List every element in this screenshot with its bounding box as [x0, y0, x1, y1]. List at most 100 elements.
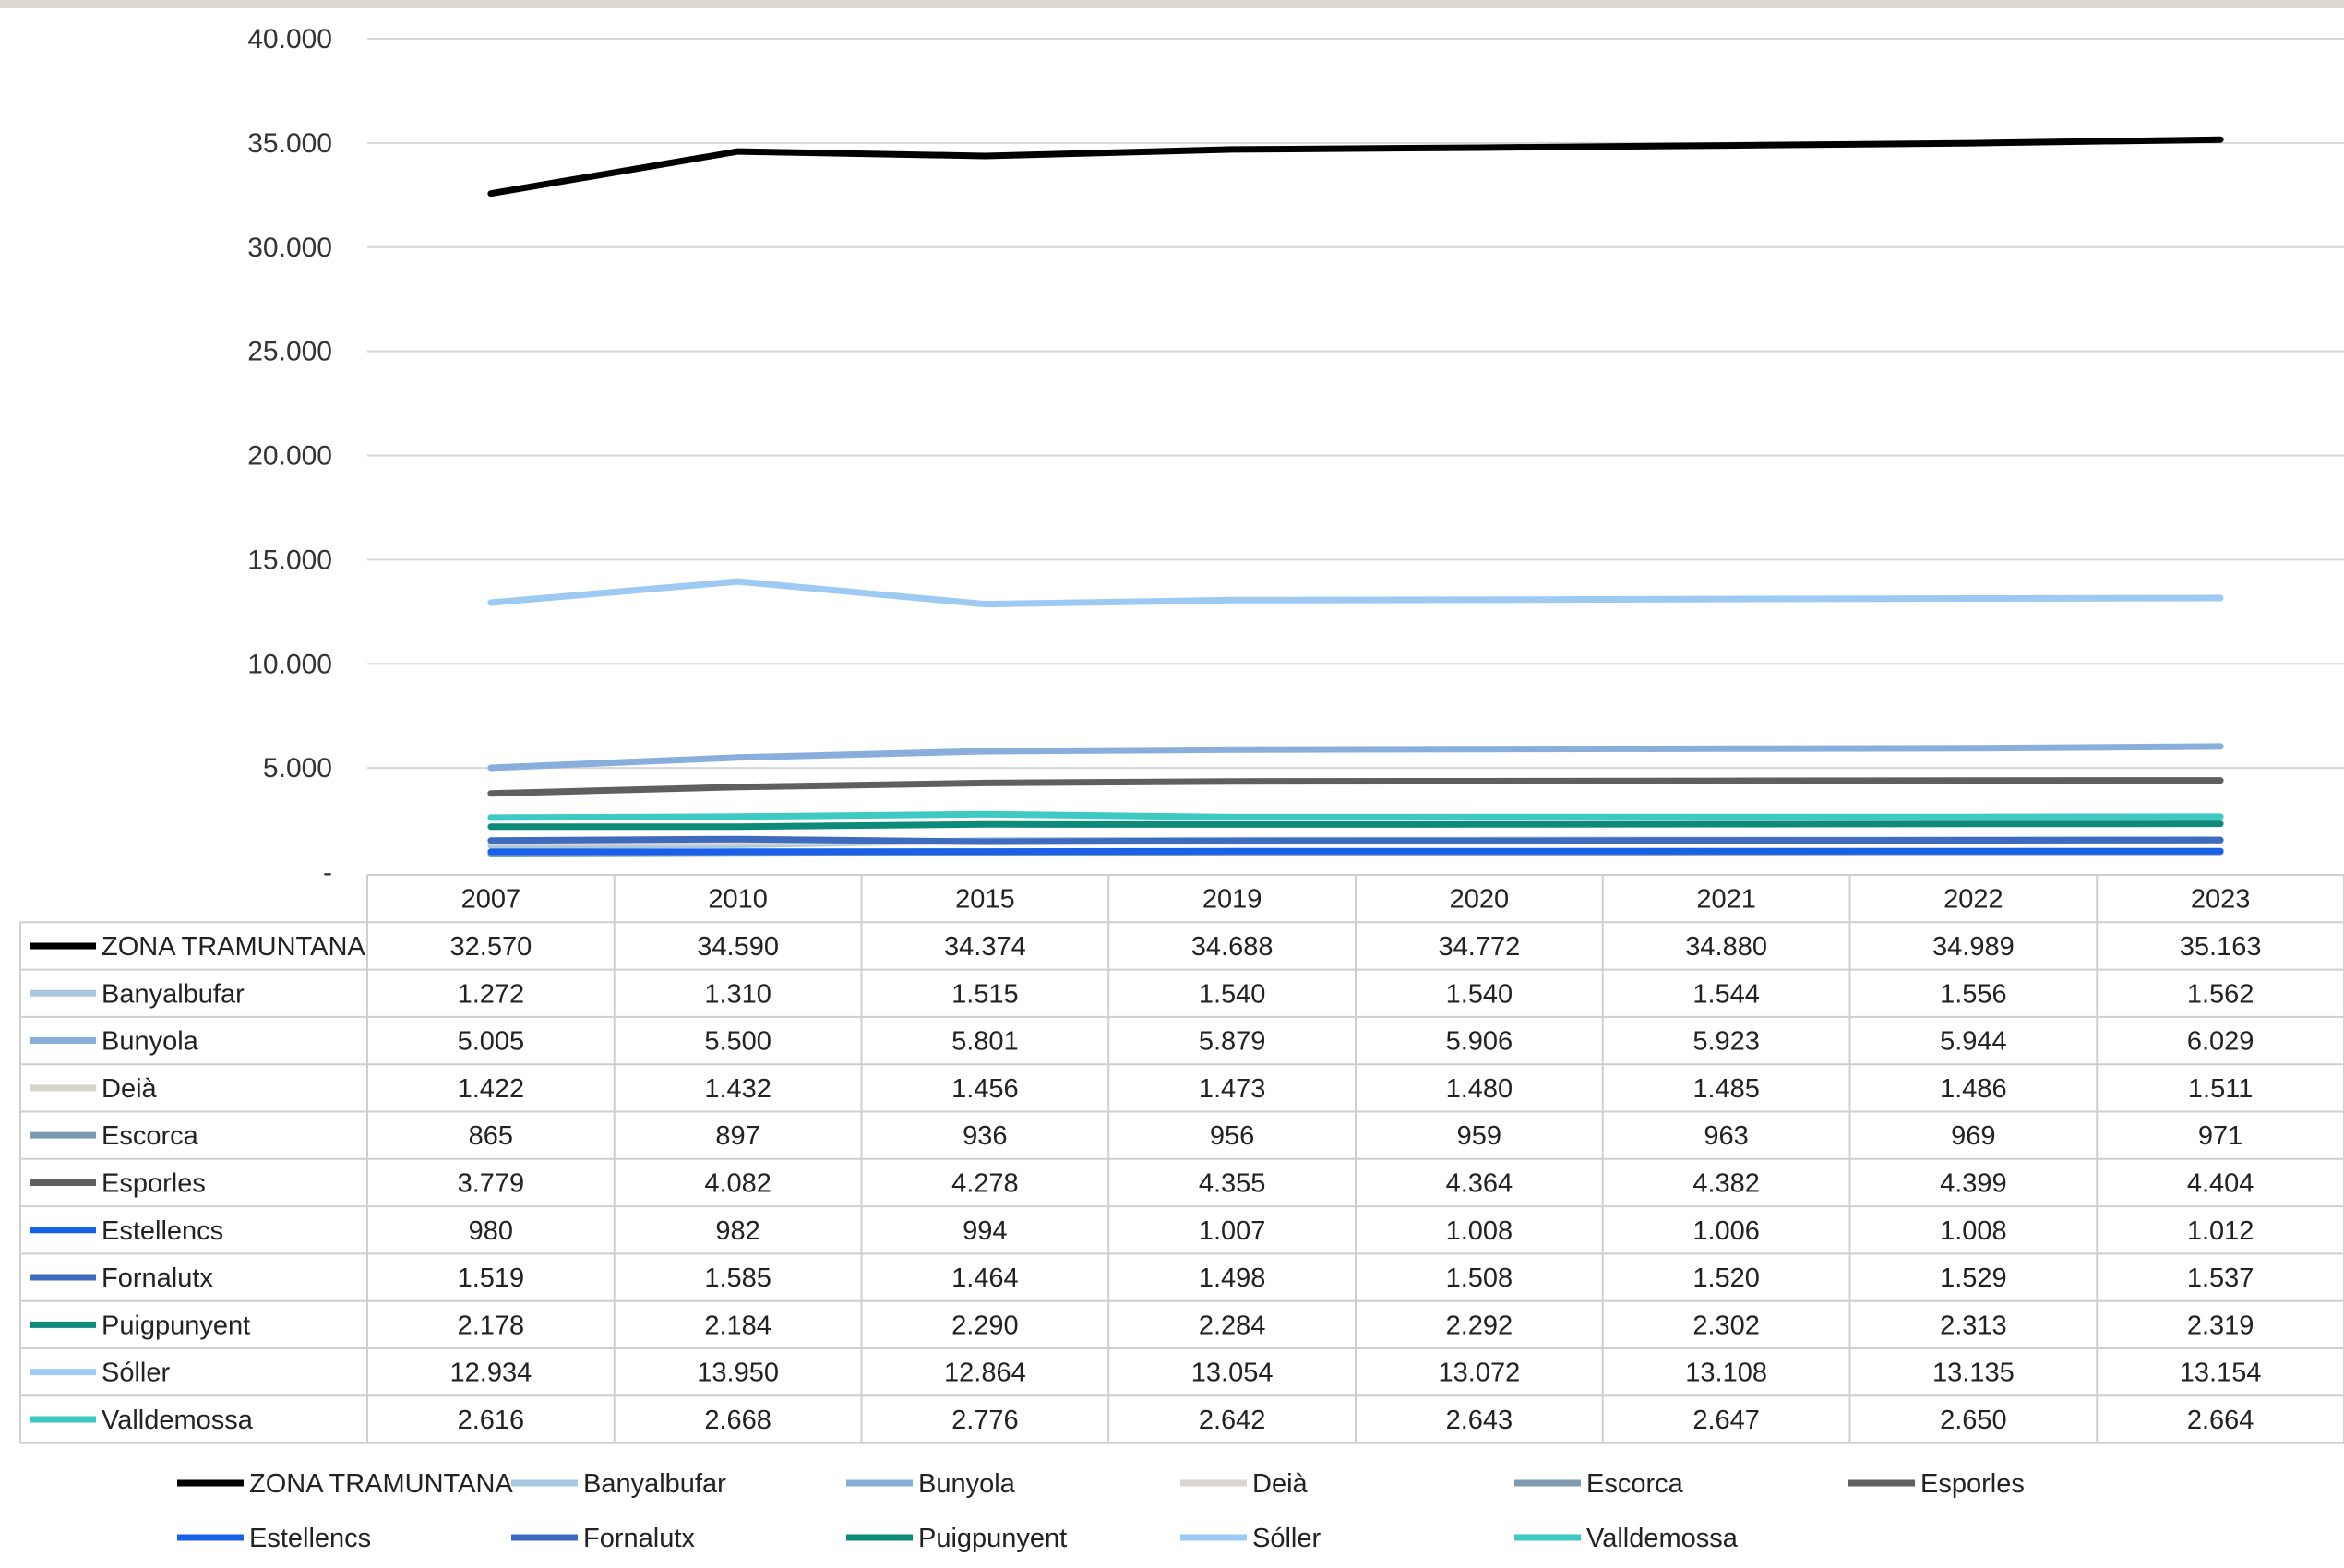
- data-cell-value: 2.616: [458, 1406, 525, 1435]
- data-cell-value: 4.399: [1940, 1168, 2007, 1198]
- data-cell-value: 2.643: [1446, 1406, 1513, 1435]
- data-cell-value: 2.776: [951, 1406, 1019, 1435]
- row-series-label: Deià: [102, 1074, 158, 1104]
- y-tick-label: -: [323, 857, 332, 888]
- row-series-label: Banyalbufar: [102, 979, 245, 1009]
- data-cell-value: 5.944: [1940, 1027, 2007, 1057]
- data-cell-value: 1.485: [1692, 1074, 1760, 1104]
- row-series-label: Sóller: [102, 1359, 170, 1388]
- series-line: [487, 578, 2224, 608]
- series-line: [487, 847, 2224, 856]
- data-cell-value: 1.008: [1446, 1216, 1513, 1246]
- data-cell-value: 34.374: [944, 932, 1026, 962]
- x-category-label: 2022: [1943, 885, 2003, 915]
- data-cell-value: 32.570: [450, 932, 532, 962]
- series-lines: [487, 136, 2224, 857]
- data-cell-value: 13.950: [697, 1359, 779, 1388]
- x-category-label: 2015: [955, 885, 1015, 915]
- data-cell-value: 13.072: [1439, 1359, 1521, 1388]
- gridlines: [367, 38, 2344, 770]
- data-cell-value: 1.537: [2187, 1263, 2254, 1293]
- data-cell-value: 2.664: [2187, 1406, 2254, 1435]
- data-cell-value: 1.529: [1940, 1263, 2007, 1293]
- data-cell-value: 35.163: [2180, 932, 2262, 962]
- data-cell-value: 1.515: [951, 979, 1019, 1009]
- data-cell-value: 969: [1951, 1121, 1995, 1151]
- data-cell-value: 865: [469, 1121, 513, 1151]
- data-cell-value: 2.302: [1692, 1311, 1760, 1340]
- data-cell-value: 1.498: [1199, 1263, 1266, 1293]
- legend-label: Esporles: [1920, 1469, 2025, 1499]
- x-category-label: 2021: [1696, 885, 1756, 915]
- legend-label: ZONA TRAMUNTANA: [249, 1469, 513, 1499]
- data-cell-value: 1.422: [458, 1074, 525, 1104]
- data-cell-value: 1.432: [704, 1074, 771, 1104]
- data-cell-value: 3.779: [458, 1168, 525, 1198]
- data-cell-value: 971: [2198, 1121, 2242, 1151]
- series-line: [487, 777, 2224, 797]
- data-cell-value: 1.473: [1199, 1074, 1266, 1104]
- data-cell-value: 1.520: [1692, 1263, 1760, 1293]
- data-cell-value: 956: [1210, 1121, 1254, 1151]
- data-cell-value: 980: [469, 1216, 513, 1246]
- y-tick-label: 20.000: [247, 441, 332, 472]
- data-cell-value: 4.355: [1199, 1168, 1266, 1198]
- data-cell-value: 1.519: [458, 1263, 525, 1293]
- series-line: [487, 810, 2224, 821]
- y-tick-label: 40.000: [247, 24, 332, 54]
- series-line: [487, 136, 2224, 197]
- data-cell-value: 13.154: [2180, 1359, 2262, 1388]
- data-cell-value: 1.464: [951, 1263, 1019, 1293]
- data-cell-value: 994: [963, 1216, 1007, 1246]
- data-cell-value: 2.650: [1940, 1406, 2007, 1435]
- y-axis-ticks: - 5.000 10.000 15.000 20.000 25.000 30.000 35.0…: [247, 24, 332, 888]
- y-tick-label: 10.000: [247, 649, 332, 679]
- data-cell-value: 1.585: [704, 1263, 771, 1293]
- data-cell-value: 4.404: [2187, 1168, 2254, 1198]
- x-category-label: 2007: [461, 885, 521, 915]
- data-cell-value: 2.178: [458, 1311, 525, 1340]
- legend-label: Sóller: [1252, 1524, 1321, 1553]
- data-cell-value: 2.313: [1940, 1311, 2007, 1340]
- x-category-label: 2019: [1202, 885, 1262, 915]
- data-cell-value: 936: [963, 1121, 1007, 1151]
- data-cell-value: 4.364: [1446, 1168, 1513, 1198]
- row-series-label: Escorca: [102, 1121, 199, 1151]
- data-cell-value: 1.008: [1940, 1216, 2007, 1246]
- legend-label: Escorca: [1586, 1469, 1684, 1499]
- data-cell-value: 2.290: [951, 1311, 1019, 1340]
- data-cell-value: 13.135: [1932, 1359, 2015, 1388]
- data-cell-value: 1.562: [2187, 979, 2254, 1009]
- legend-label: Bunyola: [918, 1469, 1016, 1499]
- legend-label: Fornalutx: [583, 1524, 695, 1553]
- data-cell-value: 2.668: [704, 1406, 771, 1435]
- data-cell-value: 4.278: [951, 1168, 1019, 1198]
- series-line: [487, 835, 2224, 845]
- data-cell-value: 5.923: [1692, 1027, 1760, 1057]
- legend-label: Puigpunyent: [918, 1524, 1067, 1553]
- data-cell-value: 34.590: [697, 932, 779, 962]
- row-series-label: Bunyola: [102, 1027, 199, 1057]
- x-category-label: 2010: [708, 885, 768, 915]
- row-series-label: Puigpunyent: [102, 1311, 250, 1340]
- series-line: [487, 820, 2224, 831]
- row-series-label: Estellencs: [102, 1216, 223, 1246]
- data-cell-value: 13.108: [1685, 1359, 1767, 1388]
- y-tick-label: 5.000: [263, 753, 332, 784]
- row-series-label: Esporles: [102, 1168, 206, 1198]
- data-cell-value: 2.647: [1692, 1406, 1760, 1435]
- y-tick-label: 25.000: [247, 337, 332, 367]
- data-cell-value: 2.642: [1199, 1406, 1266, 1435]
- data-cell-value: 1.272: [458, 979, 525, 1009]
- data-cell-value: 34.880: [1685, 932, 1767, 962]
- data-cell-value: 959: [1457, 1121, 1501, 1151]
- data-cell-value: 5.500: [704, 1027, 771, 1057]
- row-series-label: Valldemossa: [102, 1406, 254, 1435]
- data-cell-value: 6.029: [2187, 1027, 2254, 1057]
- data-cell-value: 34.772: [1439, 932, 1521, 962]
- y-tick-label: 30.000: [247, 233, 332, 263]
- data-cell-value: 963: [1704, 1121, 1748, 1151]
- top-border-strip: [0, 0, 2344, 8]
- data-cell-value: 12.864: [944, 1359, 1026, 1388]
